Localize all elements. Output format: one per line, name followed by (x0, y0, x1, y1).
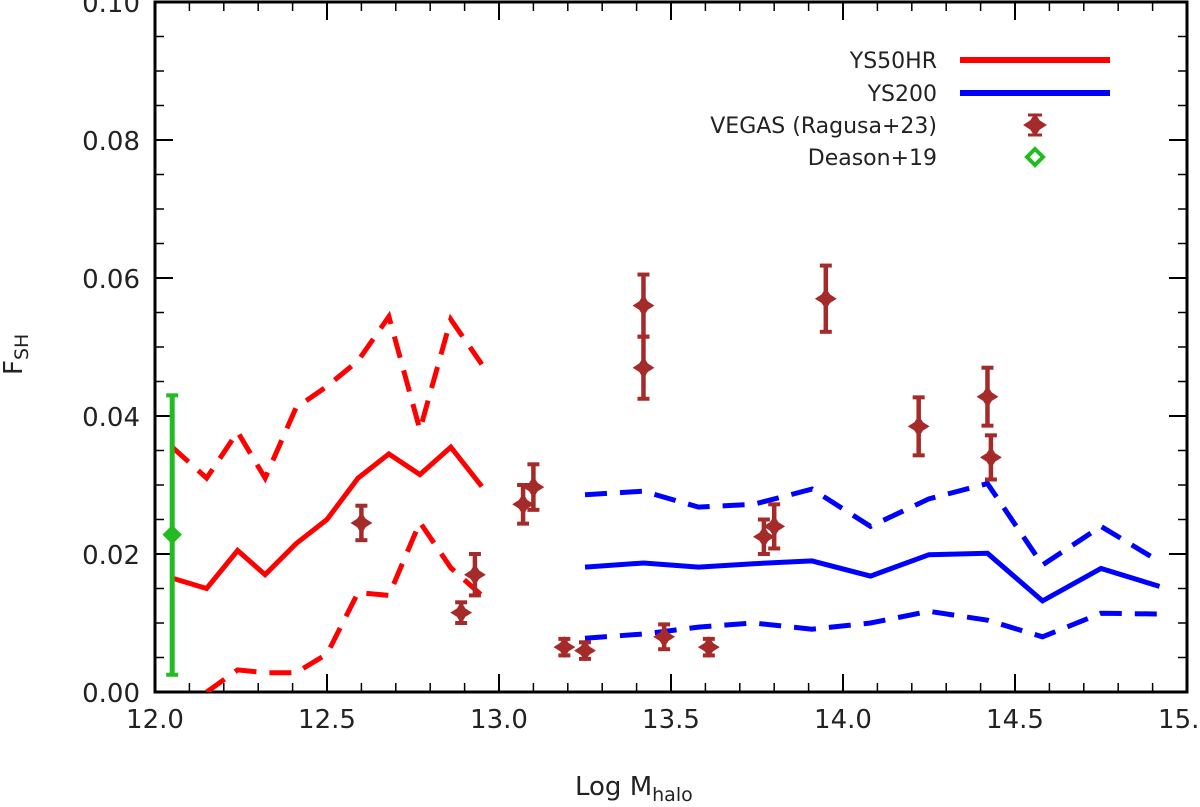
legend-label: YS50HR (849, 49, 937, 74)
ys200-median-line (584, 550, 1161, 604)
y-tick-label: 0.08 (82, 127, 140, 157)
y-axis-title: FSH (0, 334, 33, 375)
ys50hr-upper-line (170, 310, 484, 484)
ys50hr-lower-line (205, 517, 484, 692)
y-tick-label: 0.10 (82, 0, 140, 19)
ys50hr-median-line (171, 443, 484, 592)
series-layer (170, 310, 1161, 692)
ys200-lower-line (584, 608, 1160, 641)
y-tick-label: 0.00 (82, 679, 140, 709)
vegas-point-marker (350, 512, 373, 534)
vegas-point-marker (697, 636, 720, 659)
vegas-point-marker (522, 476, 545, 499)
axis-ticks: 12.0 12.5 13.0 13.5 14.0 14.5 15.0 0.00 0.02 0.04… (82, 0, 1200, 735)
legend-label: VEGAS (Ragusa+23) (710, 114, 937, 139)
x-tick-label: 12.5 (298, 705, 356, 735)
x-axis-title-sub: halo (652, 784, 693, 806)
vegas-point-marker (450, 601, 473, 624)
x-tick-label: 15.0 (1158, 705, 1200, 735)
vegas-point-marker (512, 493, 535, 516)
y-tick-label: 0.04 (82, 403, 140, 433)
legend-label: Deason+19 (808, 146, 937, 171)
x-tick-label: 14.0 (814, 705, 872, 735)
plot-frame (153, 0, 1189, 694)
vegas-point-marker (553, 636, 576, 659)
x-tick-label: 14.5 (986, 705, 1044, 735)
x-tick-label: 13.0 (470, 705, 528, 735)
x-axis-title-main: Log M (575, 772, 652, 802)
ys200-upper-line (584, 480, 1161, 569)
vegas-point-marker (632, 294, 655, 317)
x-axis-title: Log Mhalo (575, 772, 693, 806)
vegas-point-marker (653, 625, 676, 648)
vegas-point-marker (574, 639, 596, 662)
y-tick-label: 0.06 (82, 265, 140, 295)
y-tick-label: 0.02 (82, 541, 140, 571)
vegas-point-marker (979, 446, 1002, 469)
x-tick-label: 12.0 (126, 705, 184, 735)
vegas-point-marker (814, 287, 837, 310)
vegas-point-marker (976, 385, 999, 408)
vegas-point-marker (463, 563, 486, 586)
vegas-point-marker (632, 356, 655, 379)
vegas-point-marker (907, 415, 930, 438)
vegas-point-marker (752, 525, 775, 548)
y-axis-title-main: F (0, 360, 29, 375)
points-layer (162, 263, 1002, 677)
deason-point-marker (162, 524, 182, 545)
vegas-point-marker (763, 515, 786, 538)
legend-diamond-swatch (1024, 146, 1046, 168)
y-axis-title-sub: SH (11, 334, 33, 360)
legend-star-swatch (1023, 113, 1047, 137)
x-tick-label: 13.5 (642, 705, 700, 735)
legend-label: YS200 (867, 82, 937, 107)
legend: YS50HR YS200 VEGAS (Ragusa+23) Deason+19 (710, 49, 1110, 171)
